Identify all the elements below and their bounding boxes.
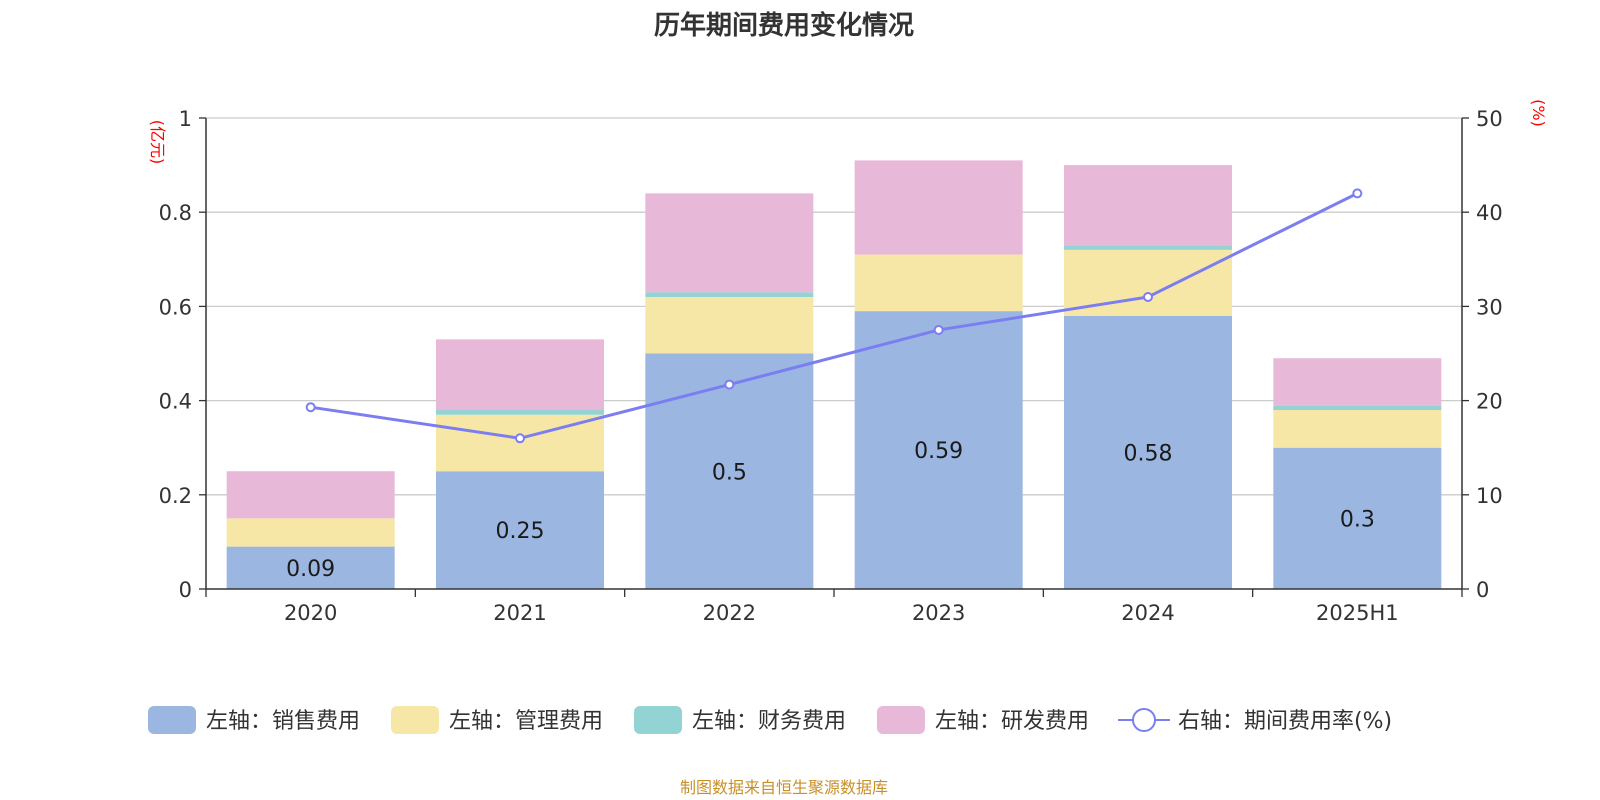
bar-data-label: 0.25 xyxy=(496,519,545,544)
legend-label: 左轴：研发费用 xyxy=(935,709,1089,734)
left-tick-label: 0.4 xyxy=(159,390,192,414)
rate-point xyxy=(305,402,316,413)
rate-point xyxy=(1352,188,1363,199)
x-tick-label: 2024 xyxy=(1121,601,1174,625)
rate-point xyxy=(933,324,944,335)
bar-segment xyxy=(1064,315,1232,589)
bar-segment xyxy=(854,160,1023,255)
bar-segment xyxy=(645,353,814,589)
bar-segment xyxy=(645,292,814,297)
legend-swatch xyxy=(148,706,196,734)
legend-swatch xyxy=(634,706,682,734)
bar-segment xyxy=(1273,358,1442,406)
right-tick-label: 50 xyxy=(1476,107,1503,131)
legend-swatch xyxy=(391,706,439,734)
bar-segment xyxy=(1273,410,1442,448)
grid xyxy=(206,117,1462,496)
rate-point xyxy=(1143,291,1153,302)
bar-segment xyxy=(1064,165,1232,246)
bar-segment xyxy=(1273,447,1442,589)
source-note: 制图数据来自恒生聚源数据库 xyxy=(680,778,888,797)
bar-segment xyxy=(645,193,814,293)
x-tick-label: 2022 xyxy=(703,601,756,625)
bar-segment xyxy=(854,311,1023,589)
bar-segment xyxy=(436,410,604,415)
bar-segment xyxy=(645,296,814,354)
right-tick-label: 30 xyxy=(1476,295,1503,319)
x-tick-label: 2020 xyxy=(284,601,337,625)
legend-swatch xyxy=(877,706,925,734)
bar-segment xyxy=(1273,405,1442,411)
x-tick-label: 2025H1 xyxy=(1316,601,1399,625)
bar-segment xyxy=(436,471,604,589)
legend-label: 左轴：财务费用 xyxy=(692,709,846,734)
bar-data-label: 0.3 xyxy=(1340,507,1375,532)
left-tick-label: 0.2 xyxy=(159,484,192,508)
right-tick-label: 0 xyxy=(1476,578,1489,602)
left-tick-label: 0 xyxy=(179,578,192,602)
legend: 左轴：销售费用 左轴：管理费用 左轴：财务费用 左轴：研发费用 右轴：期间费用率(%) xyxy=(148,706,1392,734)
rate-line xyxy=(305,188,1363,444)
legend-label: 左轴：管理费用 xyxy=(449,709,603,734)
bar-data-label: 0.58 xyxy=(1124,441,1173,466)
left-tick-label: 0.6 xyxy=(159,295,192,319)
left-tick-label: 0.8 xyxy=(159,201,192,225)
right-tick-label: 40 xyxy=(1476,201,1503,225)
chart-title: 历年期间费用变化情况 xyxy=(654,10,914,41)
bar-labels: 0.09 0.25 0.5 0.59 0.58 0.3 xyxy=(286,439,1375,582)
legend-label: 左轴：销售费用 xyxy=(206,709,360,734)
bar-segment xyxy=(854,254,1023,312)
legend-label: 右轴：期间费用率(%) xyxy=(1178,709,1392,734)
rate-line-path xyxy=(310,192,1358,440)
rate-point xyxy=(724,379,735,390)
legend-marker xyxy=(1132,708,1156,732)
bar-data-label: 0.5 xyxy=(712,460,747,485)
right-tick-label: 10 xyxy=(1476,484,1503,508)
bar-data-label: 0.09 xyxy=(286,557,335,582)
right-axis-unit: (%) xyxy=(1529,99,1548,127)
bar-segment xyxy=(436,339,604,411)
rate-point xyxy=(515,433,525,444)
right-tick-label: 20 xyxy=(1476,390,1503,414)
bar-segment xyxy=(1064,245,1232,250)
left-tick-label: 1 xyxy=(179,107,192,131)
bar-segment xyxy=(226,546,395,589)
bars xyxy=(226,160,1442,589)
bar-segment xyxy=(226,471,395,519)
bar-segment xyxy=(226,518,395,547)
bar-data-label: 0.59 xyxy=(914,439,963,464)
left-axis-unit: (亿元) xyxy=(148,120,167,165)
x-tick-label: 2023 xyxy=(912,601,965,625)
x-tick-label: 2021 xyxy=(493,601,546,625)
